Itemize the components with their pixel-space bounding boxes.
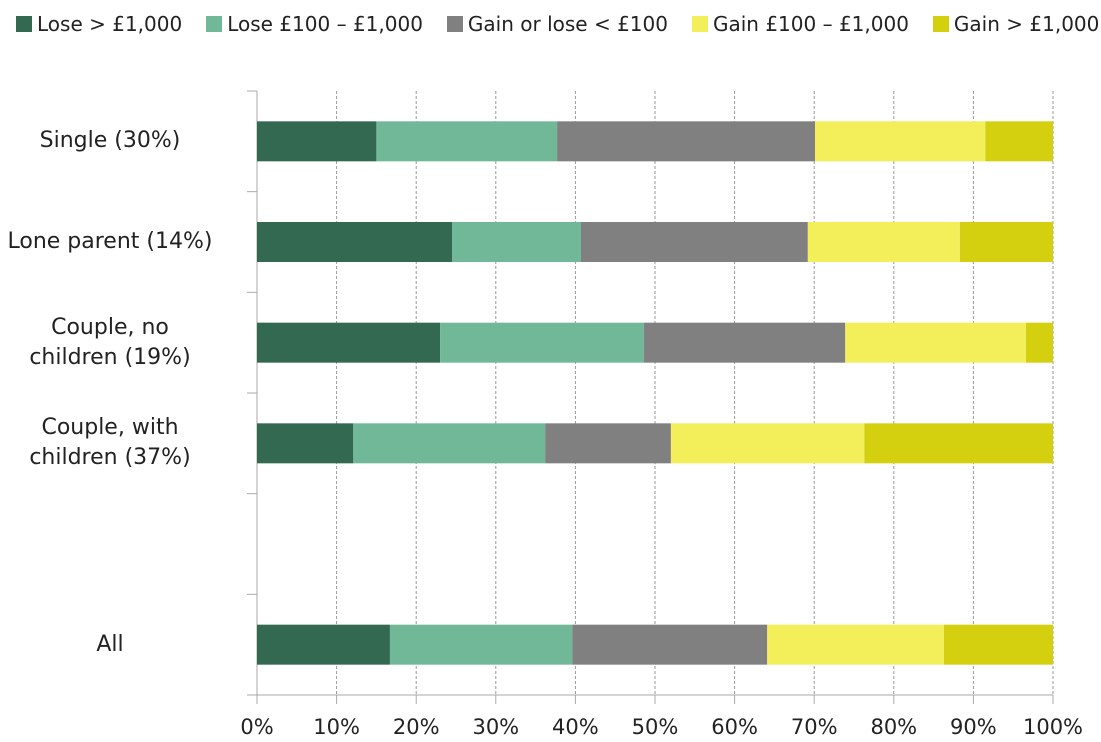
- legend-swatch: [691, 16, 708, 32]
- bar-segment: [557, 121, 815, 162]
- legend-label: Gain > £1,000: [953, 12, 1100, 36]
- x-tick-label: 80%: [870, 715, 917, 739]
- bar-segment: [353, 423, 546, 464]
- x-tick-label: 20%: [393, 715, 440, 739]
- bar-segment: [257, 222, 453, 262]
- bar-segment: [1025, 322, 1053, 363]
- x-tick-label: 40%: [552, 715, 599, 739]
- legend-item: Gain £100 – £1,000: [691, 12, 909, 36]
- legend-label: Lose > £1,000: [37, 12, 183, 36]
- bar-segment: [814, 121, 986, 162]
- bar-segment: [257, 624, 390, 665]
- bar-segment: [807, 222, 960, 262]
- bar-segment: [257, 423, 354, 464]
- x-tick-label: 90%: [950, 715, 997, 739]
- x-tick-label: 10%: [313, 715, 360, 739]
- bar-segment: [580, 222, 808, 262]
- bar-segment: [767, 624, 944, 665]
- legend-swatch: [206, 16, 223, 32]
- legend-item: Gain > £1,000: [932, 12, 1100, 36]
- bar-segment: [670, 423, 865, 464]
- bar-segment: [943, 624, 1053, 665]
- bar-segment: [440, 322, 644, 363]
- legend-item: Gain or lose < £100: [446, 12, 668, 36]
- bar-segment: [959, 222, 1053, 262]
- y-tick-label: Single (30%): [39, 128, 181, 154]
- bar-segment: [572, 624, 768, 665]
- x-tick-label: 60%: [711, 715, 758, 739]
- bar-segment: [257, 121, 377, 162]
- legend-swatch: [446, 16, 463, 32]
- x-tick-label: 30%: [472, 715, 519, 739]
- x-tick-label: 100%: [1023, 715, 1083, 739]
- bar-segment: [864, 423, 1053, 464]
- legend-item: Lose > £1,000: [16, 12, 182, 36]
- bar-segment: [643, 322, 846, 363]
- bar-segment: [376, 121, 558, 162]
- y-tick-label: Couple, with children (37%): [29, 415, 191, 471]
- bar-segment: [545, 423, 671, 464]
- y-tick-label: All: [96, 631, 124, 657]
- legend-label: Gain £100 – £1,000: [712, 12, 909, 36]
- x-tick-label: 50%: [632, 715, 679, 739]
- bar-segment: [985, 121, 1053, 162]
- bar-segment: [845, 322, 1026, 363]
- legend-swatch: [932, 16, 949, 32]
- y-tick-label: Couple, no children (19%): [29, 314, 191, 370]
- legend-swatch: [16, 16, 32, 32]
- bar-segment: [389, 624, 573, 665]
- y-tick-label: Lone parent (14%): [7, 229, 213, 254]
- legend-label: Lose £100 – £1,000: [227, 12, 423, 36]
- legend-label: Gain or lose < £100: [467, 12, 668, 36]
- bar-segment: [257, 322, 441, 363]
- x-tick-label: 0%: [240, 715, 273, 739]
- x-tick-label: 70%: [791, 715, 838, 739]
- legend: Lose > £1,000 Lose £100 – £1,000 Gain or l…: [16, 12, 1099, 36]
- bar-segment: [452, 222, 581, 262]
- legend-item: Lose £100 – £1,000: [206, 12, 423, 36]
